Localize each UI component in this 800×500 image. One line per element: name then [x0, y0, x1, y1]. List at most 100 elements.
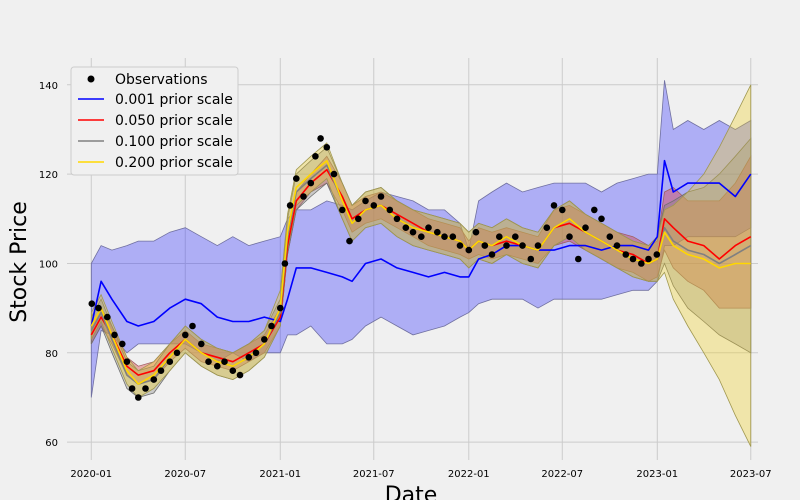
- observation-point: [330, 170, 338, 178]
- observation-point: [182, 331, 189, 339]
- x-axis-title: Date: [385, 483, 438, 500]
- observation-point: [606, 233, 614, 240]
- observation-point: [418, 233, 425, 240]
- observation-point: [166, 358, 174, 366]
- observation-point: [173, 349, 181, 357]
- observation-point: [441, 233, 448, 240]
- observation-point: [119, 340, 126, 348]
- observation-point: [229, 367, 237, 375]
- observation-point: [527, 255, 535, 263]
- observation-point: [503, 242, 510, 249]
- observation-point: [434, 228, 441, 236]
- observation-point: [323, 144, 331, 151]
- observation-point: [88, 300, 96, 308]
- legend-label-series-2: 0.100 prior scale: [115, 134, 233, 150]
- observation-point: [214, 362, 221, 370]
- observation-point: [386, 206, 394, 214]
- observation-point: [582, 224, 589, 231]
- observation-point: [481, 242, 489, 249]
- observation-point: [189, 322, 196, 330]
- observation-point: [245, 354, 253, 361]
- observation-point: [377, 193, 385, 200]
- tick-labels: 2020-01 2020-07 2021-01 2021-07 2022-01 2022-…: [39, 81, 772, 480]
- observation-point: [221, 358, 228, 366]
- observation-point: [638, 260, 645, 267]
- line-series-3: [90, 159, 751, 385]
- observation-point: [111, 331, 118, 339]
- observation-points: [88, 135, 661, 401]
- x-tick-label: 2023-07: [730, 469, 772, 480]
- x-tick-label: 2023-01: [636, 469, 678, 480]
- x-tick-label: 2022-07: [541, 469, 583, 480]
- observation-point: [622, 251, 630, 258]
- observation-point: [277, 304, 284, 312]
- y-tick-label: 100: [39, 259, 58, 270]
- observation-point: [135, 394, 142, 401]
- observation-point: [142, 385, 149, 392]
- observation-point: [393, 215, 401, 223]
- observation-point: [205, 358, 212, 366]
- y-tick-label: 80: [45, 349, 58, 360]
- observation-point: [355, 215, 362, 223]
- observation-point: [465, 246, 473, 254]
- observation-point: [559, 206, 566, 214]
- legend-label-observations: Observations: [115, 72, 208, 88]
- observation-point: [104, 313, 111, 321]
- observation-point: [339, 206, 346, 214]
- observation-point: [645, 255, 652, 263]
- observation-point: [653, 251, 661, 258]
- line-series-0: [90, 159, 752, 327]
- observation-point: [488, 251, 496, 258]
- y-tick-label: 120: [39, 170, 58, 181]
- observation-point: [566, 233, 573, 240]
- observation-point: [268, 322, 275, 330]
- observation-point: [128, 385, 136, 392]
- observation-point: [472, 228, 480, 236]
- observation-point: [293, 175, 300, 182]
- observation-point: [512, 233, 519, 240]
- x-tick-label: 2021-07: [353, 469, 395, 480]
- legend-marker-observations: [87, 75, 95, 83]
- legend-label-series-0: 0.001 prior scale: [115, 92, 233, 108]
- observation-point: [598, 215, 605, 223]
- y-axis-title: Stock Price: [7, 201, 32, 323]
- observation-point: [236, 371, 244, 379]
- x-tick-label: 2022-01: [448, 469, 490, 480]
- observation-point: [95, 304, 102, 312]
- observation-point: [252, 349, 260, 357]
- observation-point: [613, 242, 621, 249]
- x-tick-label: 2020-07: [164, 469, 206, 480]
- observation-point: [370, 202, 378, 209]
- legend: Observations 0.001 prior scale 0.050 pri…: [70, 66, 239, 176]
- series-lines: [90, 159, 752, 385]
- y-tick-label: 140: [39, 81, 58, 92]
- observation-point: [307, 179, 315, 187]
- observation-point: [629, 255, 637, 263]
- observation-point: [150, 376, 158, 383]
- observation-point: [198, 340, 205, 348]
- x-tick-label: 2020-01: [70, 469, 112, 480]
- observation-point: [362, 197, 369, 205]
- observation-point: [281, 260, 289, 267]
- observation-point: [261, 336, 268, 343]
- observation-point: [591, 206, 598, 214]
- observation-point: [312, 153, 319, 160]
- observation-point: [519, 242, 526, 249]
- band-series-3: [90, 84, 752, 447]
- observation-point: [157, 367, 165, 375]
- y-tick-label: 60: [45, 438, 58, 449]
- observation-point: [456, 242, 464, 249]
- observation-point: [449, 233, 457, 240]
- observation-point: [346, 237, 353, 245]
- observation-point: [286, 202, 294, 209]
- observation-point: [425, 224, 432, 231]
- legend-label-series-3: 0.200 prior scale: [115, 155, 233, 171]
- x-tick-label: 2021-01: [259, 469, 301, 480]
- legend-label-series-1: 0.050 prior scale: [115, 113, 233, 129]
- legend-box: [70, 66, 239, 176]
- observation-point: [123, 358, 131, 366]
- observation-point: [550, 202, 558, 209]
- observation-point: [409, 228, 417, 236]
- observation-point: [575, 255, 582, 263]
